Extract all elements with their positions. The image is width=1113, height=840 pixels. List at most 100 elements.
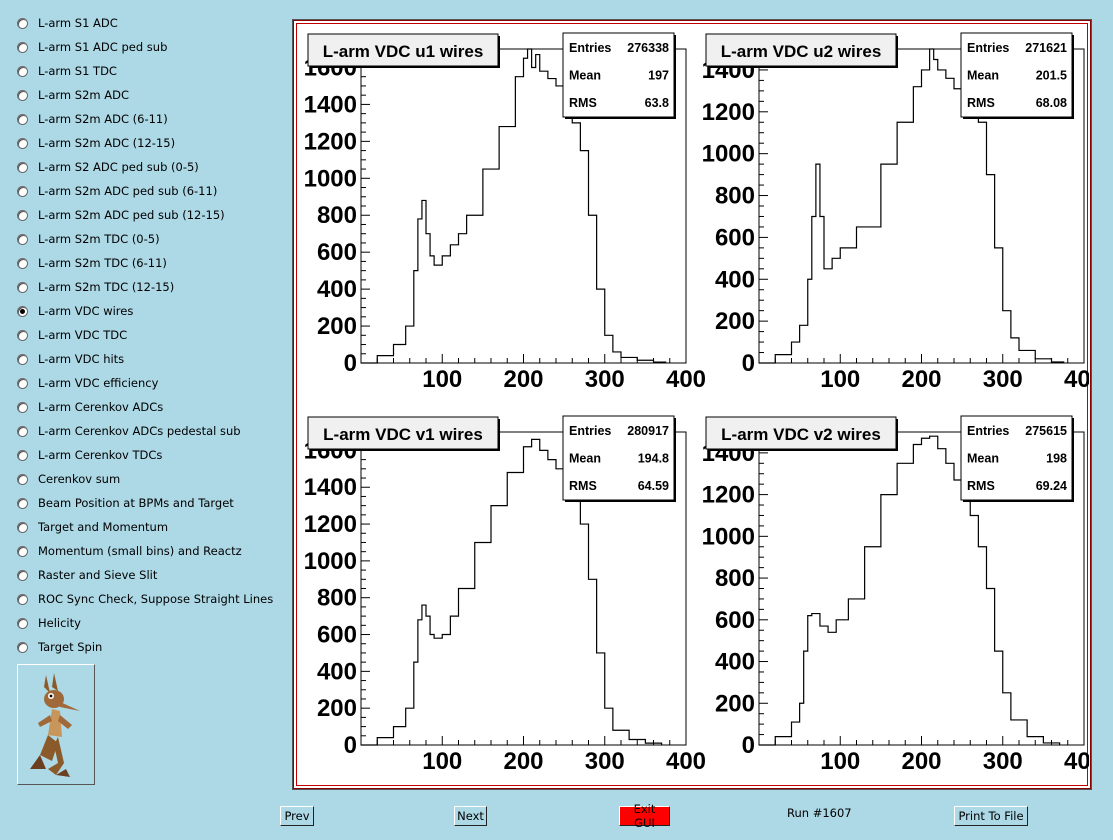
y-tick-label: 0 xyxy=(344,732,357,759)
prev-button[interactable]: Prev xyxy=(280,806,314,826)
menu-item[interactable]: L-arm S2m TDC (12-15) xyxy=(17,277,174,297)
radio-button[interactable] xyxy=(17,17,28,29)
radio-button[interactable] xyxy=(17,281,28,293)
menu-item[interactable]: Target Spin xyxy=(17,637,102,657)
menu-item[interactable]: L-arm S2 ADC ped sub (0-5) xyxy=(17,157,199,177)
menu-item-label: Momentum (small bins) and Reactz xyxy=(38,544,242,558)
menu-item[interactable]: L-arm S2m TDC (6-11) xyxy=(17,253,167,273)
menu-item[interactable]: L-arm S1 ADC xyxy=(17,13,118,33)
menu-item-label: L-arm VDC TDC xyxy=(38,328,128,342)
radio-button[interactable] xyxy=(17,593,28,605)
title-box xyxy=(307,416,499,450)
radio-button[interactable] xyxy=(17,425,28,437)
y-tick-label: 1200 xyxy=(304,511,357,538)
radio-button[interactable] xyxy=(17,569,28,581)
menu-item-label: L-arm S1 TDC xyxy=(38,64,117,78)
radio-button[interactable] xyxy=(17,545,28,557)
title-box xyxy=(705,33,897,67)
x-tick-label: 400 xyxy=(1064,366,1089,393)
menu-item[interactable]: L-arm Cerenkov TDCs xyxy=(17,445,162,465)
y-tick-label: 1200 xyxy=(702,99,755,126)
stats-value: 275615 xyxy=(1025,424,1067,438)
menu-item[interactable]: L-arm S2m ADC ped sub (12-15) xyxy=(17,205,225,225)
radio-button[interactable] xyxy=(17,329,28,341)
print-to-file-button[interactable]: Print To File xyxy=(954,806,1028,826)
logo-button[interactable] xyxy=(17,664,95,785)
radio-button[interactable] xyxy=(17,185,28,197)
x-tick-label: 300 xyxy=(585,748,625,775)
radio-button[interactable] xyxy=(17,401,28,413)
menu-item[interactable]: L-arm VDC TDC xyxy=(17,325,127,345)
menu-item-label: L-arm VDC wires xyxy=(38,304,134,318)
y-tick-label: 1000 xyxy=(702,523,755,550)
menu-item[interactable]: Raster and Sieve Slit xyxy=(17,565,157,585)
y-tick-label: 200 xyxy=(715,308,755,335)
exit-gui-button[interactable]: Exit GUI xyxy=(619,802,670,830)
stats-value: 201.5 xyxy=(1036,69,1067,83)
menu-item-label: L-arm S2m ADC ped sub (12-15) xyxy=(38,208,225,222)
y-tick-label: 1200 xyxy=(702,482,755,509)
radio-button[interactable] xyxy=(17,641,28,653)
radio-button[interactable] xyxy=(17,161,28,173)
menu-item-label: Cerenkov sum xyxy=(38,472,121,486)
menu-item[interactable]: L-arm S2m ADC (12-15) xyxy=(17,133,175,153)
menu-item[interactable]: Beam Position at BPMs and Target xyxy=(17,493,234,513)
stats-value: 198 xyxy=(1046,452,1067,466)
y-tick-label: 400 xyxy=(715,266,755,293)
y-tick-label: 600 xyxy=(715,607,755,634)
radio-button[interactable] xyxy=(17,41,28,53)
menu-item-label: L-arm Cerenkov ADCs pedestal sub xyxy=(38,424,241,438)
histogram-line xyxy=(759,435,1061,746)
histogram-canvas[interactable]: 0200400600800100012001400160010020030040… xyxy=(292,19,1104,790)
radio-button[interactable] xyxy=(17,617,28,629)
x-tick-label: 400 xyxy=(1064,748,1089,775)
menu-item[interactable]: L-arm S2m ADC ped sub (6-11) xyxy=(17,181,217,201)
next-button[interactable]: Next xyxy=(454,806,487,826)
menu-item[interactable]: L-arm VDC hits xyxy=(17,349,124,369)
radio-button[interactable] xyxy=(17,65,28,77)
y-tick-label: 400 xyxy=(715,649,755,676)
radio-button[interactable] xyxy=(17,521,28,533)
menu-item[interactable]: L-arm S1 TDC xyxy=(17,61,117,81)
radio-button[interactable] xyxy=(17,497,28,509)
menu-item[interactable]: L-arm Cerenkov ADCs pedestal sub xyxy=(17,421,241,441)
radio-button[interactable] xyxy=(17,113,28,125)
radio-button[interactable] xyxy=(17,233,28,245)
radio-button[interactable] xyxy=(17,353,28,365)
radio-button[interactable] xyxy=(17,449,28,461)
histogram-panel: 0200400600800100012001400160010020030040… xyxy=(304,32,706,393)
radio-button[interactable] xyxy=(17,257,28,269)
menu-item[interactable]: Momentum (small bins) and Reactz xyxy=(17,541,242,561)
menu-item[interactable]: L-arm S2m ADC xyxy=(17,85,129,105)
canvas-frame: 0200400600800100012001400160010020030040… xyxy=(296,23,1104,786)
x-tick-label: 100 xyxy=(820,366,860,393)
y-tick-label: 0 xyxy=(742,732,755,759)
menu-item-label: L-arm S2 ADC ped sub (0-5) xyxy=(38,160,199,174)
radio-button[interactable] xyxy=(17,305,28,317)
y-tick-label: 800 xyxy=(715,183,755,210)
stats-box xyxy=(562,415,675,501)
y-tick-label: 1200 xyxy=(304,128,357,155)
y-tick-label: 600 xyxy=(317,239,357,266)
menu-item[interactable]: L-arm S2m ADC (6-11) xyxy=(17,109,168,129)
menu-item-label: L-arm S1 ADC xyxy=(38,16,118,30)
menu-item[interactable]: Cerenkov sum xyxy=(17,469,120,489)
menu-item[interactable]: Helicity xyxy=(17,613,81,633)
radio-button[interactable] xyxy=(17,377,28,389)
y-tick-label: 600 xyxy=(715,224,755,251)
stats-value: 280917 xyxy=(627,424,669,438)
menu-item-label: L-arm S2m TDC (12-15) xyxy=(38,280,175,294)
radio-button[interactable] xyxy=(17,137,28,149)
menu-item[interactable]: L-arm VDC wires xyxy=(17,301,133,321)
radio-button[interactable] xyxy=(17,473,28,485)
radio-button[interactable] xyxy=(17,209,28,221)
menu-item[interactable]: L-arm Cerenkov ADCs xyxy=(17,397,163,417)
menu-item[interactable]: Target and Momentum xyxy=(17,517,168,537)
menu-item[interactable]: L-arm S2m TDC (0-5) xyxy=(17,229,160,249)
menu-item[interactable]: ROC Sync Check, Suppose Straight Lines xyxy=(17,589,273,609)
run-number-label: Run #1607 xyxy=(787,806,852,820)
radio-button[interactable] xyxy=(17,89,28,101)
y-tick-label: 400 xyxy=(317,658,357,685)
menu-item[interactable]: L-arm S1 ADC ped sub xyxy=(17,37,167,57)
menu-item[interactable]: L-arm VDC efficiency xyxy=(17,373,158,393)
